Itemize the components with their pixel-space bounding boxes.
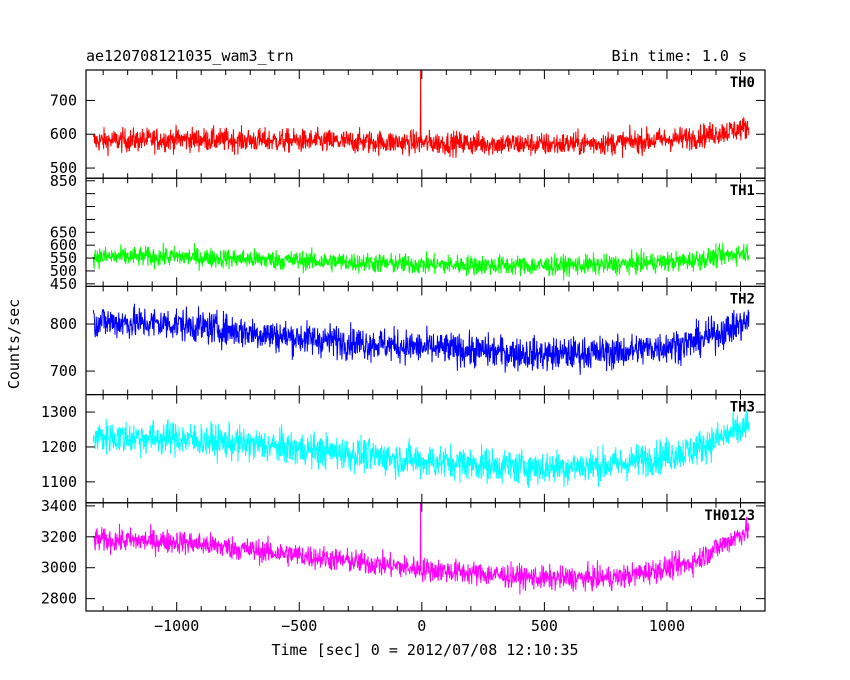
x-axis-label: Time [sec] 0 = 2012/07/08 12:10:35 (271, 641, 578, 659)
y-tick-label: 500 (50, 262, 77, 280)
y-tick-label: 3400 (41, 497, 77, 515)
y-tick-label: 3200 (41, 528, 77, 546)
series-th0 (92, 70, 750, 158)
x-tick-label: −500 (281, 617, 317, 635)
y-tick-label: 700 (50, 91, 77, 109)
y-tick-label: 1100 (41, 473, 77, 491)
panel-name-label: TH3 (730, 400, 755, 416)
y-tick-label: 700 (50, 362, 77, 380)
panel-frame (85, 69, 766, 179)
y-tick-label: 3000 (41, 559, 77, 577)
y-tick-label: 1200 (41, 438, 77, 456)
panel-frame (85, 502, 766, 612)
y-tick-label: 600 (50, 125, 77, 143)
y-tick-label: 800 (50, 315, 77, 333)
y-tick-label: 550 (50, 249, 77, 267)
x-tick-label: −1000 (154, 617, 199, 635)
panel-frame (85, 285, 766, 396)
panel-th0: 500 600 700 TH0 (50, 69, 766, 179)
panel-th2: 700 800 TH2 (50, 285, 766, 396)
y-tick-label: 500 (50, 159, 77, 177)
series-th3 (92, 410, 750, 489)
panel-name-label: TH0123 (704, 508, 755, 524)
series-th2 (92, 303, 750, 375)
y-tick-label: 650 (50, 223, 77, 241)
series-th1 (92, 242, 750, 281)
panel-name-label: TH0 (730, 75, 755, 91)
y-tick-label: 850 (50, 172, 77, 190)
x-tick-label: 0 (417, 617, 426, 635)
y-tick-label: 2800 (41, 590, 77, 608)
y-axis-label: Counts/sec (5, 299, 23, 389)
y-tick-label: 450 (50, 275, 77, 293)
panel-name-label: TH1 (730, 183, 755, 199)
series-th0123 (92, 502, 750, 595)
x-tick-label: 500 (531, 617, 558, 635)
y-tick-label: 600 (50, 236, 77, 254)
chart-title-right: Bin time: 1.0 s (612, 47, 747, 65)
panel-name-label: TH2 (730, 291, 755, 307)
panel-th3: 1100 1200 1300 TH3 (41, 394, 766, 504)
x-tick-label: 1000 (649, 617, 685, 635)
panel-th0123: 2800 3000 3200 3400 TH0123 (41, 497, 766, 612)
chart-title-left: ae120708121035_wam3_trn (86, 47, 294, 65)
panels-group: 500600700TH0450500550600650850TH1700800T… (41, 69, 766, 635)
y-tick-label: 1300 (41, 403, 77, 421)
